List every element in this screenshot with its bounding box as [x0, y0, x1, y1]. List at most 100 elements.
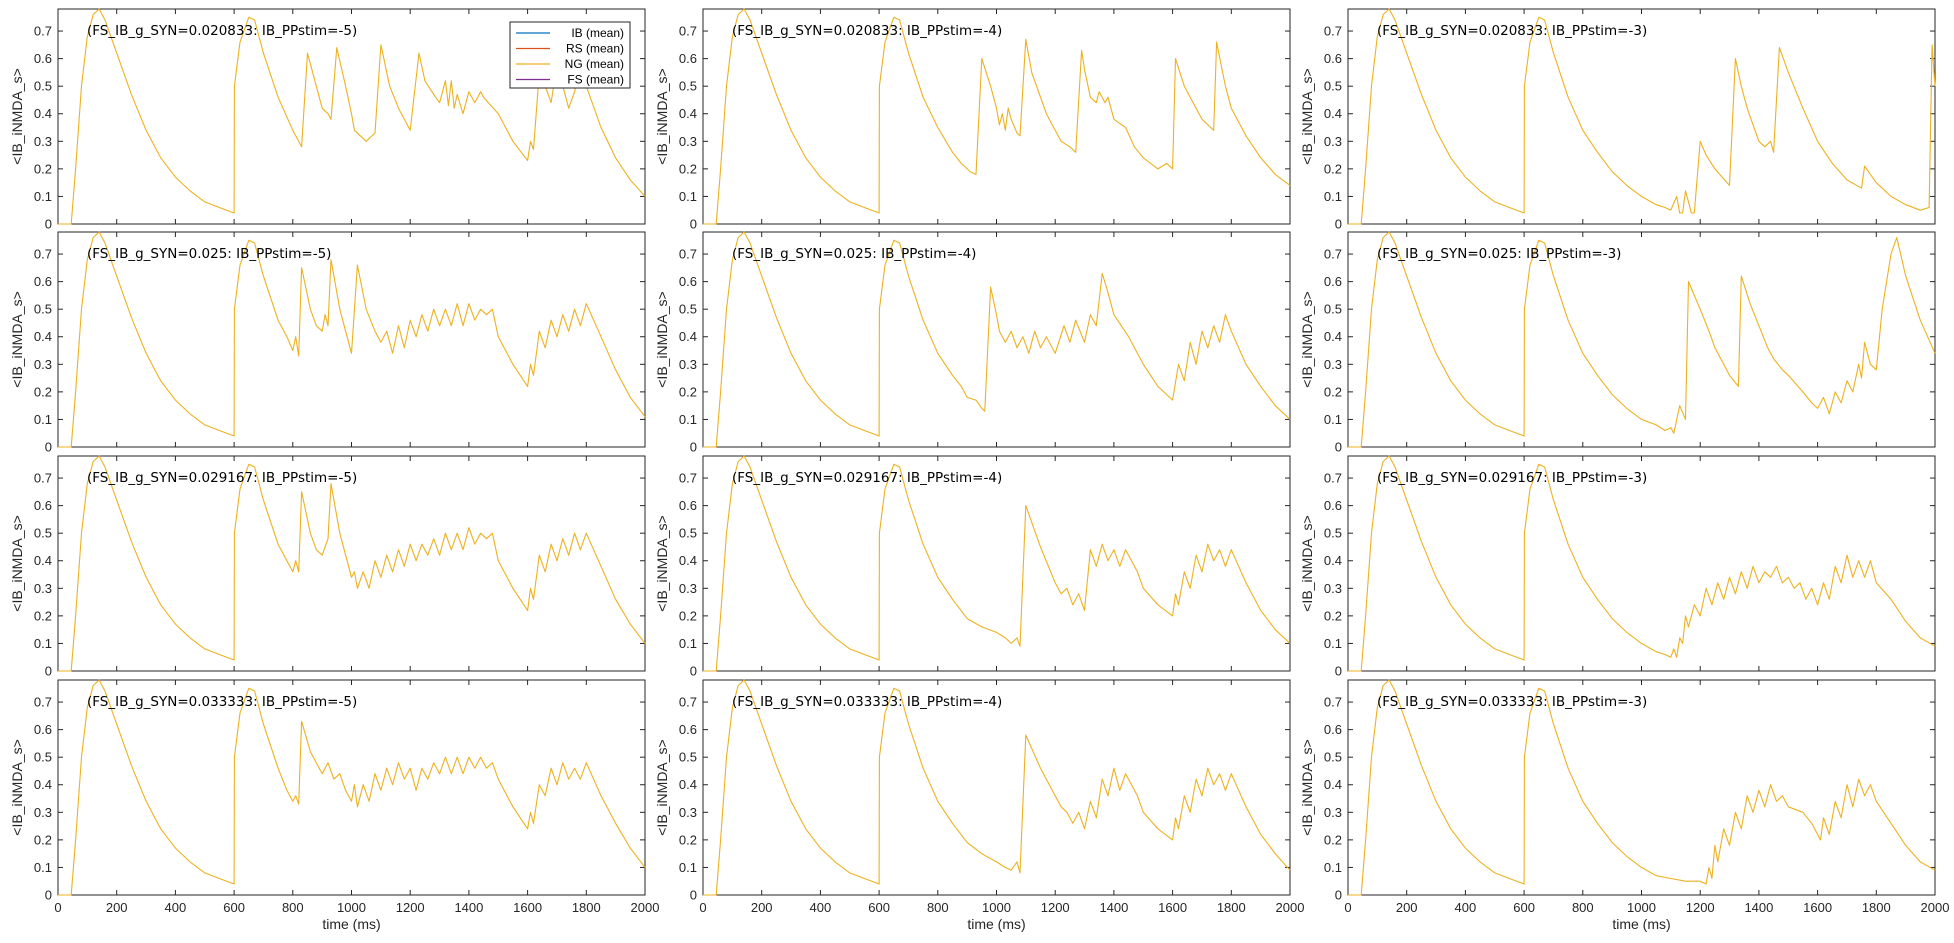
- panel-title: (FS_IB_g_SYN=0.020833: IB_PPstim=-5): [87, 23, 357, 39]
- chart-panel-4-1: 0 0.1 0.2 0.3 0.4 0.5 0.6 0.7 0 200 400 600 800 1000 1…: [9, 679, 660, 932]
- axes-box: [1347, 679, 1936, 896]
- y-tick-label: 0: [45, 664, 52, 679]
- axes-box: [702, 231, 1291, 448]
- series-line-ng-mean: [703, 231, 1291, 448]
- x-tick-label: 200: [751, 900, 773, 915]
- y-tick-label: 0: [45, 888, 52, 903]
- y-tick-label: 0: [690, 440, 697, 455]
- x-tick-label: 1400: [1744, 900, 1773, 915]
- y-tick-label: 0.1: [34, 412, 52, 427]
- y-tick-label: 0.1: [679, 189, 697, 204]
- y-tick-label: 0.7: [34, 471, 52, 486]
- y-axis-label: <IB_iNMDA_s>: [9, 515, 25, 611]
- y-axis-label: <IB_iNMDA_s>: [654, 68, 670, 164]
- y-tick-label: 0.6: [1324, 274, 1342, 289]
- y-tick-label: 0.5: [34, 526, 52, 541]
- y-tick-label: 0.3: [34, 805, 52, 820]
- x-tick-label: 1800: [572, 900, 601, 915]
- panel-title: (FS_IB_g_SYN=0.033333: IB_PPstim=-4): [732, 694, 1002, 710]
- panel-title: (FS_IB_g_SYN=0.029167: IB_PPstim=-5): [87, 470, 357, 486]
- y-tick-label: 0.2: [34, 832, 52, 847]
- y-tick-label: 0.2: [1324, 832, 1342, 847]
- panel-title: (FS_IB_g_SYN=0.033333: IB_PPstim=-5): [87, 694, 357, 710]
- x-tick-label: 1600: [1803, 900, 1832, 915]
- axes-box: [1347, 8, 1936, 225]
- y-tick-label: 0.5: [1324, 302, 1342, 317]
- chart-panel-2-1: 0 0.1 0.2 0.3 0.4 0.5 0.6 0.7 <IB_iNMDA_s> (FS_IB…: [9, 231, 646, 455]
- y-tick-label: 0.6: [34, 274, 52, 289]
- y-tick-label: 0.7: [679, 471, 697, 486]
- axes-box: [702, 455, 1291, 672]
- x-tick-label: 1000: [982, 900, 1011, 915]
- chart-panel-1-1: 0 0.1 0.2 0.3 0.4 0.5 0.6 0.7 <IB_iNMDA_s> (FS_IB…: [9, 8, 646, 232]
- legend-entry: IB (mean): [571, 26, 624, 40]
- x-tick-label: 400: [810, 900, 832, 915]
- y-tick-label: 0.4: [679, 106, 697, 121]
- y-tick-label: 0: [45, 440, 52, 455]
- y-tick-label: 0.7: [679, 24, 697, 39]
- axes-box: [1347, 231, 1936, 448]
- x-tick-label: 0: [54, 900, 61, 915]
- x-tick-label: 200: [106, 900, 128, 915]
- panel-grid: 0 0.1 0.2 0.3 0.4 0.5 0.6 0.7 <IB_iNMDA_s> (FS_IB…: [9, 8, 1949, 932]
- axes-box: [57, 455, 646, 672]
- x-axis-label: time (ms): [1612, 916, 1670, 932]
- x-tick-label: 1200: [1686, 900, 1715, 915]
- y-axis-label: <IB_iNMDA_s>: [1299, 515, 1315, 611]
- legend-entry: NG (mean): [565, 57, 624, 71]
- x-tick-label: 1600: [513, 900, 542, 915]
- series-line-ng-mean: [703, 8, 1291, 225]
- y-axis-label: <IB_iNMDA_s>: [1299, 739, 1315, 835]
- y-tick-label: 0.3: [34, 134, 52, 149]
- x-tick-label: 1400: [1099, 900, 1128, 915]
- chart-panel-3-2: 0 0.1 0.2 0.3 0.4 0.5 0.6 0.7 <IB_iNMDA_s> (FS_IB…: [654, 455, 1291, 679]
- chart-panel-3-3: 0 0.1 0.2 0.3 0.4 0.5 0.6 0.7 <IB_iNMDA_s> (FS_IB…: [1299, 455, 1936, 679]
- x-tick-label: 600: [868, 900, 890, 915]
- y-tick-label: 0.2: [1324, 384, 1342, 399]
- y-tick-label: 0.4: [1324, 777, 1342, 792]
- y-tick-label: 0.1: [679, 860, 697, 875]
- x-axis-label: time (ms): [967, 916, 1025, 932]
- y-tick-label: 0: [690, 217, 697, 232]
- y-tick-label: 0.6: [34, 498, 52, 513]
- y-tick-label: 0.1: [1324, 189, 1342, 204]
- chart-panel-2-3: 0 0.1 0.2 0.3 0.4 0.5 0.6 0.7 <IB_iNMDA_s> (FS_IB…: [1299, 231, 1936, 455]
- x-tick-label: 1600: [1158, 900, 1187, 915]
- x-tick-label: 2000: [631, 900, 660, 915]
- y-tick-label: 0.4: [1324, 106, 1342, 121]
- y-tick-label: 0.1: [34, 636, 52, 651]
- y-tick-label: 0.2: [1324, 161, 1342, 176]
- y-tick-label: 0.6: [679, 498, 697, 513]
- x-tick-label: 1200: [1041, 900, 1070, 915]
- y-tick-label: 0.3: [679, 357, 697, 372]
- x-tick-label: 1800: [1217, 900, 1246, 915]
- x-tick-label: 1200: [396, 900, 425, 915]
- x-tick-label: 600: [223, 900, 245, 915]
- chart-panel-4-3: 0 0.1 0.2 0.3 0.4 0.5 0.6 0.7 0 200 400 600 800 1000 1…: [1299, 679, 1949, 932]
- y-tick-label: 0.7: [1324, 471, 1342, 486]
- y-tick-label: 0: [1335, 440, 1342, 455]
- x-tick-label: 600: [1513, 900, 1535, 915]
- y-tick-label: 0.5: [34, 750, 52, 765]
- x-tick-label: 800: [1572, 900, 1594, 915]
- legend-entry: RS (mean): [566, 42, 624, 56]
- legend-entry: FS (mean): [567, 73, 624, 87]
- y-tick-label: 0.5: [1324, 79, 1342, 94]
- y-axis-label: <IB_iNMDA_s>: [1299, 68, 1315, 164]
- legend: IB (mean) RS (mean)NG (mean) FS (mean): [509, 21, 631, 89]
- axes-box: [57, 231, 646, 448]
- y-tick-label: 0.3: [34, 581, 52, 596]
- y-tick-label: 0.4: [1324, 329, 1342, 344]
- series-line-ng-mean: [58, 231, 646, 448]
- y-tick-label: 0.3: [679, 134, 697, 149]
- y-tick-label: 0.3: [679, 805, 697, 820]
- series-line-ng-mean: [1348, 679, 1936, 896]
- y-tick-label: 0.4: [679, 553, 697, 568]
- y-tick-label: 0.2: [679, 832, 697, 847]
- series-line-ng-mean: [58, 8, 646, 225]
- panel-title: (FS_IB_g_SYN=0.025: IB_PPstim=-4): [732, 246, 976, 262]
- y-tick-label: 0.7: [1324, 695, 1342, 710]
- y-tick-label: 0.1: [34, 189, 52, 204]
- y-tick-label: 0.2: [34, 384, 52, 399]
